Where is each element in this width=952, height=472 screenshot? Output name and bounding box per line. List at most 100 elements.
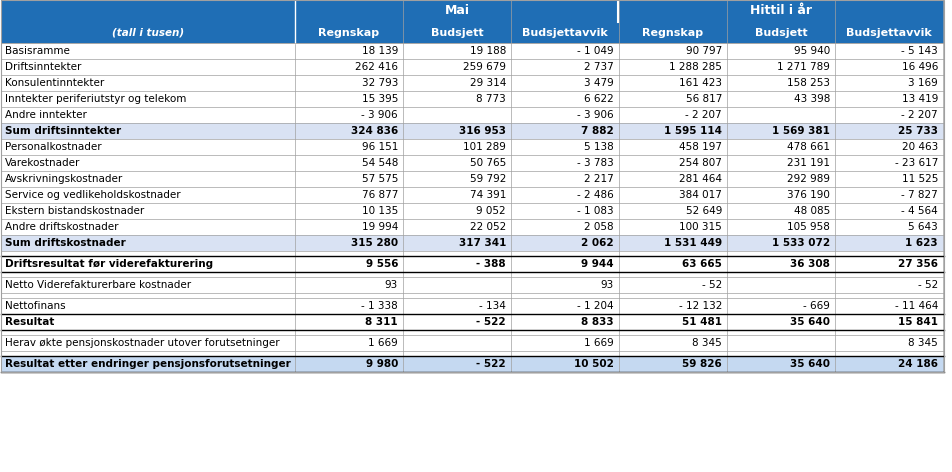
Bar [1, 277, 944, 293]
Text: 231 191: 231 191 [787, 158, 830, 168]
Text: Netto Viderefakturerbare kostnader: Netto Viderefakturerbare kostnader [5, 280, 191, 290]
Text: - 2 207: - 2 207 [902, 110, 938, 120]
Text: Budsjett: Budsjett [430, 27, 484, 37]
Text: 1 623: 1 623 [905, 238, 938, 248]
Text: 458 197: 458 197 [679, 142, 722, 152]
Text: - 3 906: - 3 906 [577, 110, 614, 120]
Text: Service og vedlikeholdskostnader: Service og vedlikeholdskostnader [5, 190, 181, 200]
Text: 254 807: 254 807 [679, 158, 722, 168]
Text: Regnskap: Regnskap [643, 27, 704, 37]
Text: 22 052: 22 052 [469, 222, 506, 232]
Text: 29 314: 29 314 [469, 78, 506, 88]
Text: 20 463: 20 463 [902, 142, 938, 152]
Text: Avskrivningskostnader: Avskrivningskostnader [5, 174, 123, 184]
Text: Mai: Mai [445, 5, 469, 17]
Text: Budsjettavvik: Budsjettavvik [522, 27, 608, 37]
Text: 54 548: 54 548 [362, 158, 398, 168]
Text: 478 661: 478 661 [787, 142, 830, 152]
Text: Herav økte pensjonskostnader utover forutsetninger: Herav økte pensjonskostnader utover foru… [5, 338, 280, 348]
Text: 8 773: 8 773 [476, 94, 506, 104]
Text: Sum driftsinntekter: Sum driftsinntekter [5, 126, 121, 136]
Text: 57 575: 57 575 [362, 174, 398, 184]
Text: - 11 464: - 11 464 [895, 301, 938, 311]
Text: 95 940: 95 940 [794, 46, 830, 56]
Text: Personalkostnader: Personalkostnader [5, 142, 102, 152]
Text: 51 481: 51 481 [682, 317, 722, 327]
Text: Andre driftskostnader: Andre driftskostnader [5, 222, 118, 232]
Text: - 5 143: - 5 143 [902, 46, 938, 56]
Text: 63 665: 63 665 [683, 259, 722, 269]
Text: 101 289: 101 289 [463, 142, 506, 152]
Text: 32 793: 32 793 [362, 78, 398, 88]
Bar [1, 59, 944, 75]
Text: 317 341: 317 341 [459, 238, 506, 248]
Text: 9 052: 9 052 [476, 206, 506, 216]
Text: Resultat: Resultat [5, 317, 54, 327]
Text: Sum driftskostnader: Sum driftskostnader [5, 238, 126, 248]
Text: Budsjettavvik: Budsjettavvik [846, 27, 932, 37]
Bar [1, 293, 944, 298]
Text: 16 496: 16 496 [902, 62, 938, 72]
Text: 59 826: 59 826 [683, 359, 722, 369]
Bar [1, 203, 944, 219]
Text: 1 288 285: 1 288 285 [669, 62, 722, 72]
Bar [1, 356, 944, 372]
Text: 24 186: 24 186 [898, 359, 938, 369]
Text: 105 958: 105 958 [787, 222, 830, 232]
Bar [1, 107, 944, 123]
Text: 8 345: 8 345 [692, 338, 722, 348]
Text: - 1 083: - 1 083 [577, 206, 614, 216]
Bar [1, 314, 944, 330]
Text: 19 188: 19 188 [469, 46, 506, 56]
Text: 316 953: 316 953 [459, 126, 506, 136]
Text: 93: 93 [385, 280, 398, 290]
Text: 2 737: 2 737 [585, 62, 614, 72]
Text: 25 733: 25 733 [898, 126, 938, 136]
Text: 6 622: 6 622 [585, 94, 614, 104]
Text: 18 139: 18 139 [362, 46, 398, 56]
Text: 161 423: 161 423 [679, 78, 722, 88]
Text: Andre inntekter: Andre inntekter [5, 110, 87, 120]
Text: 96 151: 96 151 [362, 142, 398, 152]
Text: Inntekter periferiutstyr og telekom: Inntekter periferiutstyr og telekom [5, 94, 187, 104]
Text: 158 253: 158 253 [787, 78, 830, 88]
Text: 8 311: 8 311 [366, 317, 398, 327]
Text: 1 669: 1 669 [585, 338, 614, 348]
Text: 376 190: 376 190 [787, 190, 830, 200]
Text: 8 345: 8 345 [908, 338, 938, 348]
Bar [1, 123, 944, 139]
Text: 262 416: 262 416 [355, 62, 398, 72]
Text: 74 391: 74 391 [469, 190, 506, 200]
Text: 19 994: 19 994 [362, 222, 398, 232]
Text: 50 765: 50 765 [469, 158, 506, 168]
Text: - 2 207: - 2 207 [685, 110, 722, 120]
Text: - 3 783: - 3 783 [577, 158, 614, 168]
Text: 2 217: 2 217 [585, 174, 614, 184]
Text: 35 640: 35 640 [790, 359, 830, 369]
Text: Budsjett: Budsjett [755, 27, 807, 37]
Text: 3 169: 3 169 [908, 78, 938, 88]
Bar [1, 298, 944, 314]
Bar [1, 171, 944, 187]
Text: 93: 93 [601, 280, 614, 290]
Bar [1, 335, 944, 351]
Text: 9 944: 9 944 [582, 259, 614, 269]
Text: 9 556: 9 556 [366, 259, 398, 269]
Bar [1, 219, 944, 235]
Text: 10 502: 10 502 [574, 359, 614, 369]
Text: 100 315: 100 315 [679, 222, 722, 232]
Text: 43 398: 43 398 [794, 94, 830, 104]
Text: 281 464: 281 464 [679, 174, 722, 184]
Text: - 522: - 522 [476, 317, 506, 327]
Bar [1, 22, 944, 43]
Text: Regnskap: Regnskap [318, 27, 380, 37]
Bar [1, 330, 944, 335]
Bar [1, 235, 944, 251]
Text: (tall i tusen): (tall i tusen) [112, 27, 184, 37]
Text: 292 989: 292 989 [787, 174, 830, 184]
Text: Konsulentinntekter: Konsulentinntekter [5, 78, 105, 88]
Bar [1, 91, 944, 107]
Text: Hittil i år: Hittil i år [750, 5, 812, 17]
Text: 9 980: 9 980 [366, 359, 398, 369]
Text: 315 280: 315 280 [351, 238, 398, 248]
